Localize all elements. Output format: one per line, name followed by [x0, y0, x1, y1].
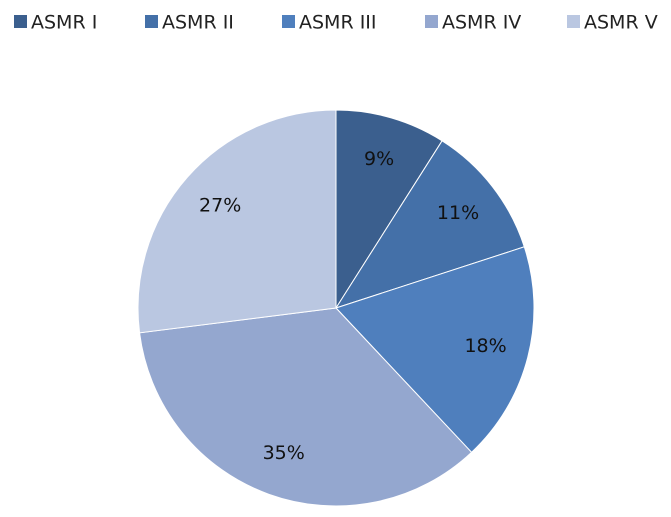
legend-label: ASMR III — [299, 12, 377, 34]
data-label: 27% — [199, 194, 241, 216]
legend-swatch — [145, 15, 158, 28]
legend-swatch — [14, 15, 27, 28]
pie-slice — [335, 109, 443, 310]
data-label: 11% — [437, 202, 479, 224]
legend-label: ASMR IV — [442, 12, 521, 34]
legend-swatch — [282, 15, 295, 28]
pie-slice — [334, 140, 525, 309]
legend-label: ASMR V — [584, 12, 658, 34]
pie-slice — [139, 307, 473, 507]
data-label: 9% — [364, 148, 394, 170]
legend-swatch — [567, 15, 580, 28]
legend-label: ASMR I — [31, 12, 97, 34]
legend-label: ASMR II — [162, 12, 234, 34]
data-label: 35% — [263, 442, 305, 464]
legend-swatch — [425, 15, 438, 28]
pie-slice — [137, 109, 337, 334]
data-label: 18% — [464, 335, 506, 357]
pie-slice — [335, 246, 535, 454]
